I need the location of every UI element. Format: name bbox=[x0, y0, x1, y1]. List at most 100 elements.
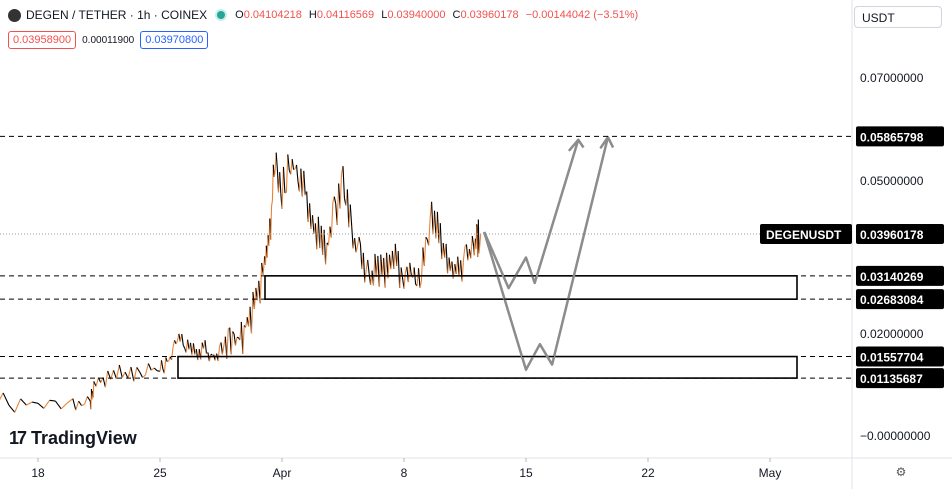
price-candle bbox=[136, 367, 141, 373]
price-candle bbox=[273, 172, 276, 178]
price-level-label: 0.05865798 bbox=[860, 130, 924, 144]
price-label-box bbox=[856, 126, 944, 147]
price-axis[interactable]: 0.07000000 0.05000000 0.02000000 −0.0000000… bbox=[851, 0, 931, 489]
price-candle bbox=[387, 254, 391, 279]
y-tick-label: 0.07000000 bbox=[860, 71, 924, 85]
price-candle bbox=[461, 258, 465, 282]
price-candle bbox=[153, 367, 158, 372]
tradingview-logo-text: TradingView bbox=[31, 428, 137, 448]
price-candle bbox=[425, 236, 428, 240]
price-candle bbox=[115, 364, 120, 379]
price-candle bbox=[0, 392, 4, 401]
x-tick-label: 25 bbox=[153, 466, 167, 480]
price-candle bbox=[478, 247, 481, 254]
projection-paths bbox=[483, 135, 615, 371]
price-candle bbox=[317, 216, 321, 249]
x-tick-label: 15 bbox=[519, 466, 533, 480]
low-label: L bbox=[381, 9, 388, 21]
price-candle bbox=[171, 346, 174, 360]
price-candle bbox=[8, 404, 16, 413]
price-candle bbox=[230, 331, 234, 355]
price-level-label: 0.01557704 bbox=[860, 351, 924, 365]
price-candle bbox=[130, 366, 135, 382]
price-candle bbox=[262, 256, 266, 275]
time-axis[interactable]: 18 25 Apr 8 15 22 May bbox=[0, 457, 952, 480]
price-candle bbox=[95, 377, 99, 387]
price-candle bbox=[172, 340, 176, 348]
price-candle bbox=[342, 166, 346, 199]
price-candle bbox=[32, 401, 39, 404]
price-label-box bbox=[856, 368, 944, 389]
price-candle bbox=[399, 267, 402, 288]
symbol-tag-box bbox=[760, 224, 852, 245]
price-candle bbox=[226, 328, 229, 359]
price-candle bbox=[217, 346, 221, 362]
price-candle bbox=[419, 280, 422, 288]
price-candle bbox=[121, 371, 126, 378]
price-candle bbox=[93, 381, 97, 387]
spread-value: 0.00011900 bbox=[82, 34, 135, 46]
coin-logo-icon bbox=[8, 8, 21, 22]
support-zone-box bbox=[177, 355, 798, 379]
price-candle bbox=[323, 229, 327, 265]
price-candle bbox=[445, 243, 449, 274]
quote-bar: 0.03958900 0.00011900 0.03970800 bbox=[8, 31, 209, 49]
price-candle bbox=[473, 242, 476, 256]
price-candle bbox=[234, 337, 238, 346]
price-candle bbox=[306, 191, 309, 222]
price-candle bbox=[270, 206, 273, 240]
price-candle bbox=[367, 259, 370, 274]
y-tick-label: −0.00000000 bbox=[860, 429, 931, 443]
settings-icon[interactable]: ⚙ bbox=[895, 465, 907, 479]
price-candle bbox=[233, 333, 237, 346]
price-candle bbox=[210, 353, 213, 356]
price-candle bbox=[355, 245, 359, 253]
price-candle bbox=[133, 367, 138, 382]
price-candle bbox=[83, 396, 88, 405]
price-label-box bbox=[856, 265, 944, 286]
tradingview-logo[interactable]: 17 TradingView bbox=[9, 428, 137, 449]
price-level-label: 0.02683084 bbox=[860, 293, 924, 307]
price-candle bbox=[250, 291, 254, 334]
price-candle bbox=[378, 254, 382, 287]
price-candle bbox=[475, 224, 478, 249]
price-candle bbox=[281, 166, 285, 209]
price-candle bbox=[285, 154, 289, 193]
price-candle bbox=[339, 173, 343, 209]
symbol-title[interactable]: DEGEN / TETHER · 1h · COINEX bbox=[26, 8, 208, 22]
y-tick-label: 0.02000000 bbox=[860, 327, 924, 341]
x-tick-label: 8 bbox=[401, 466, 408, 480]
price-candle bbox=[417, 268, 421, 288]
price-candle bbox=[54, 400, 62, 410]
price-candle bbox=[97, 377, 102, 383]
price-candle bbox=[127, 366, 132, 379]
sell-price-button[interactable]: 0.03958900 bbox=[8, 31, 77, 49]
price-candle bbox=[309, 203, 312, 230]
x-tick-label: May bbox=[759, 466, 782, 480]
price-candle bbox=[409, 262, 412, 275]
price-candle bbox=[104, 370, 109, 388]
currency-select[interactable]: USDT bbox=[854, 6, 942, 28]
price-candle bbox=[144, 363, 149, 376]
price-candle bbox=[139, 371, 144, 378]
price-candle bbox=[232, 331, 235, 335]
price-candle bbox=[181, 334, 184, 346]
buy-price-button[interactable]: 0.03970800 bbox=[140, 31, 209, 49]
price-candle bbox=[478, 241, 481, 249]
tradingview-mark-icon: 17 bbox=[9, 428, 27, 448]
change-value: −0.00144042 (−3.51%) bbox=[525, 9, 639, 21]
price-candle bbox=[403, 271, 407, 289]
price-candle bbox=[182, 344, 186, 349]
chart-legend: DEGEN / TETHER · 1h · COINEX O0.04104218… bbox=[8, 8, 638, 22]
price-candle bbox=[72, 398, 77, 411]
price-candle bbox=[372, 253, 376, 286]
price-label-box bbox=[856, 289, 944, 310]
ohlc-values: O0.04104218 H0.04116569 L0.03940000 C0.0… bbox=[235, 9, 638, 21]
price-candle bbox=[330, 202, 334, 238]
price-candle bbox=[351, 226, 354, 249]
price-candle bbox=[428, 218, 431, 246]
price-candle bbox=[26, 401, 33, 406]
price-candle bbox=[471, 235, 475, 247]
price-candle bbox=[166, 360, 170, 363]
